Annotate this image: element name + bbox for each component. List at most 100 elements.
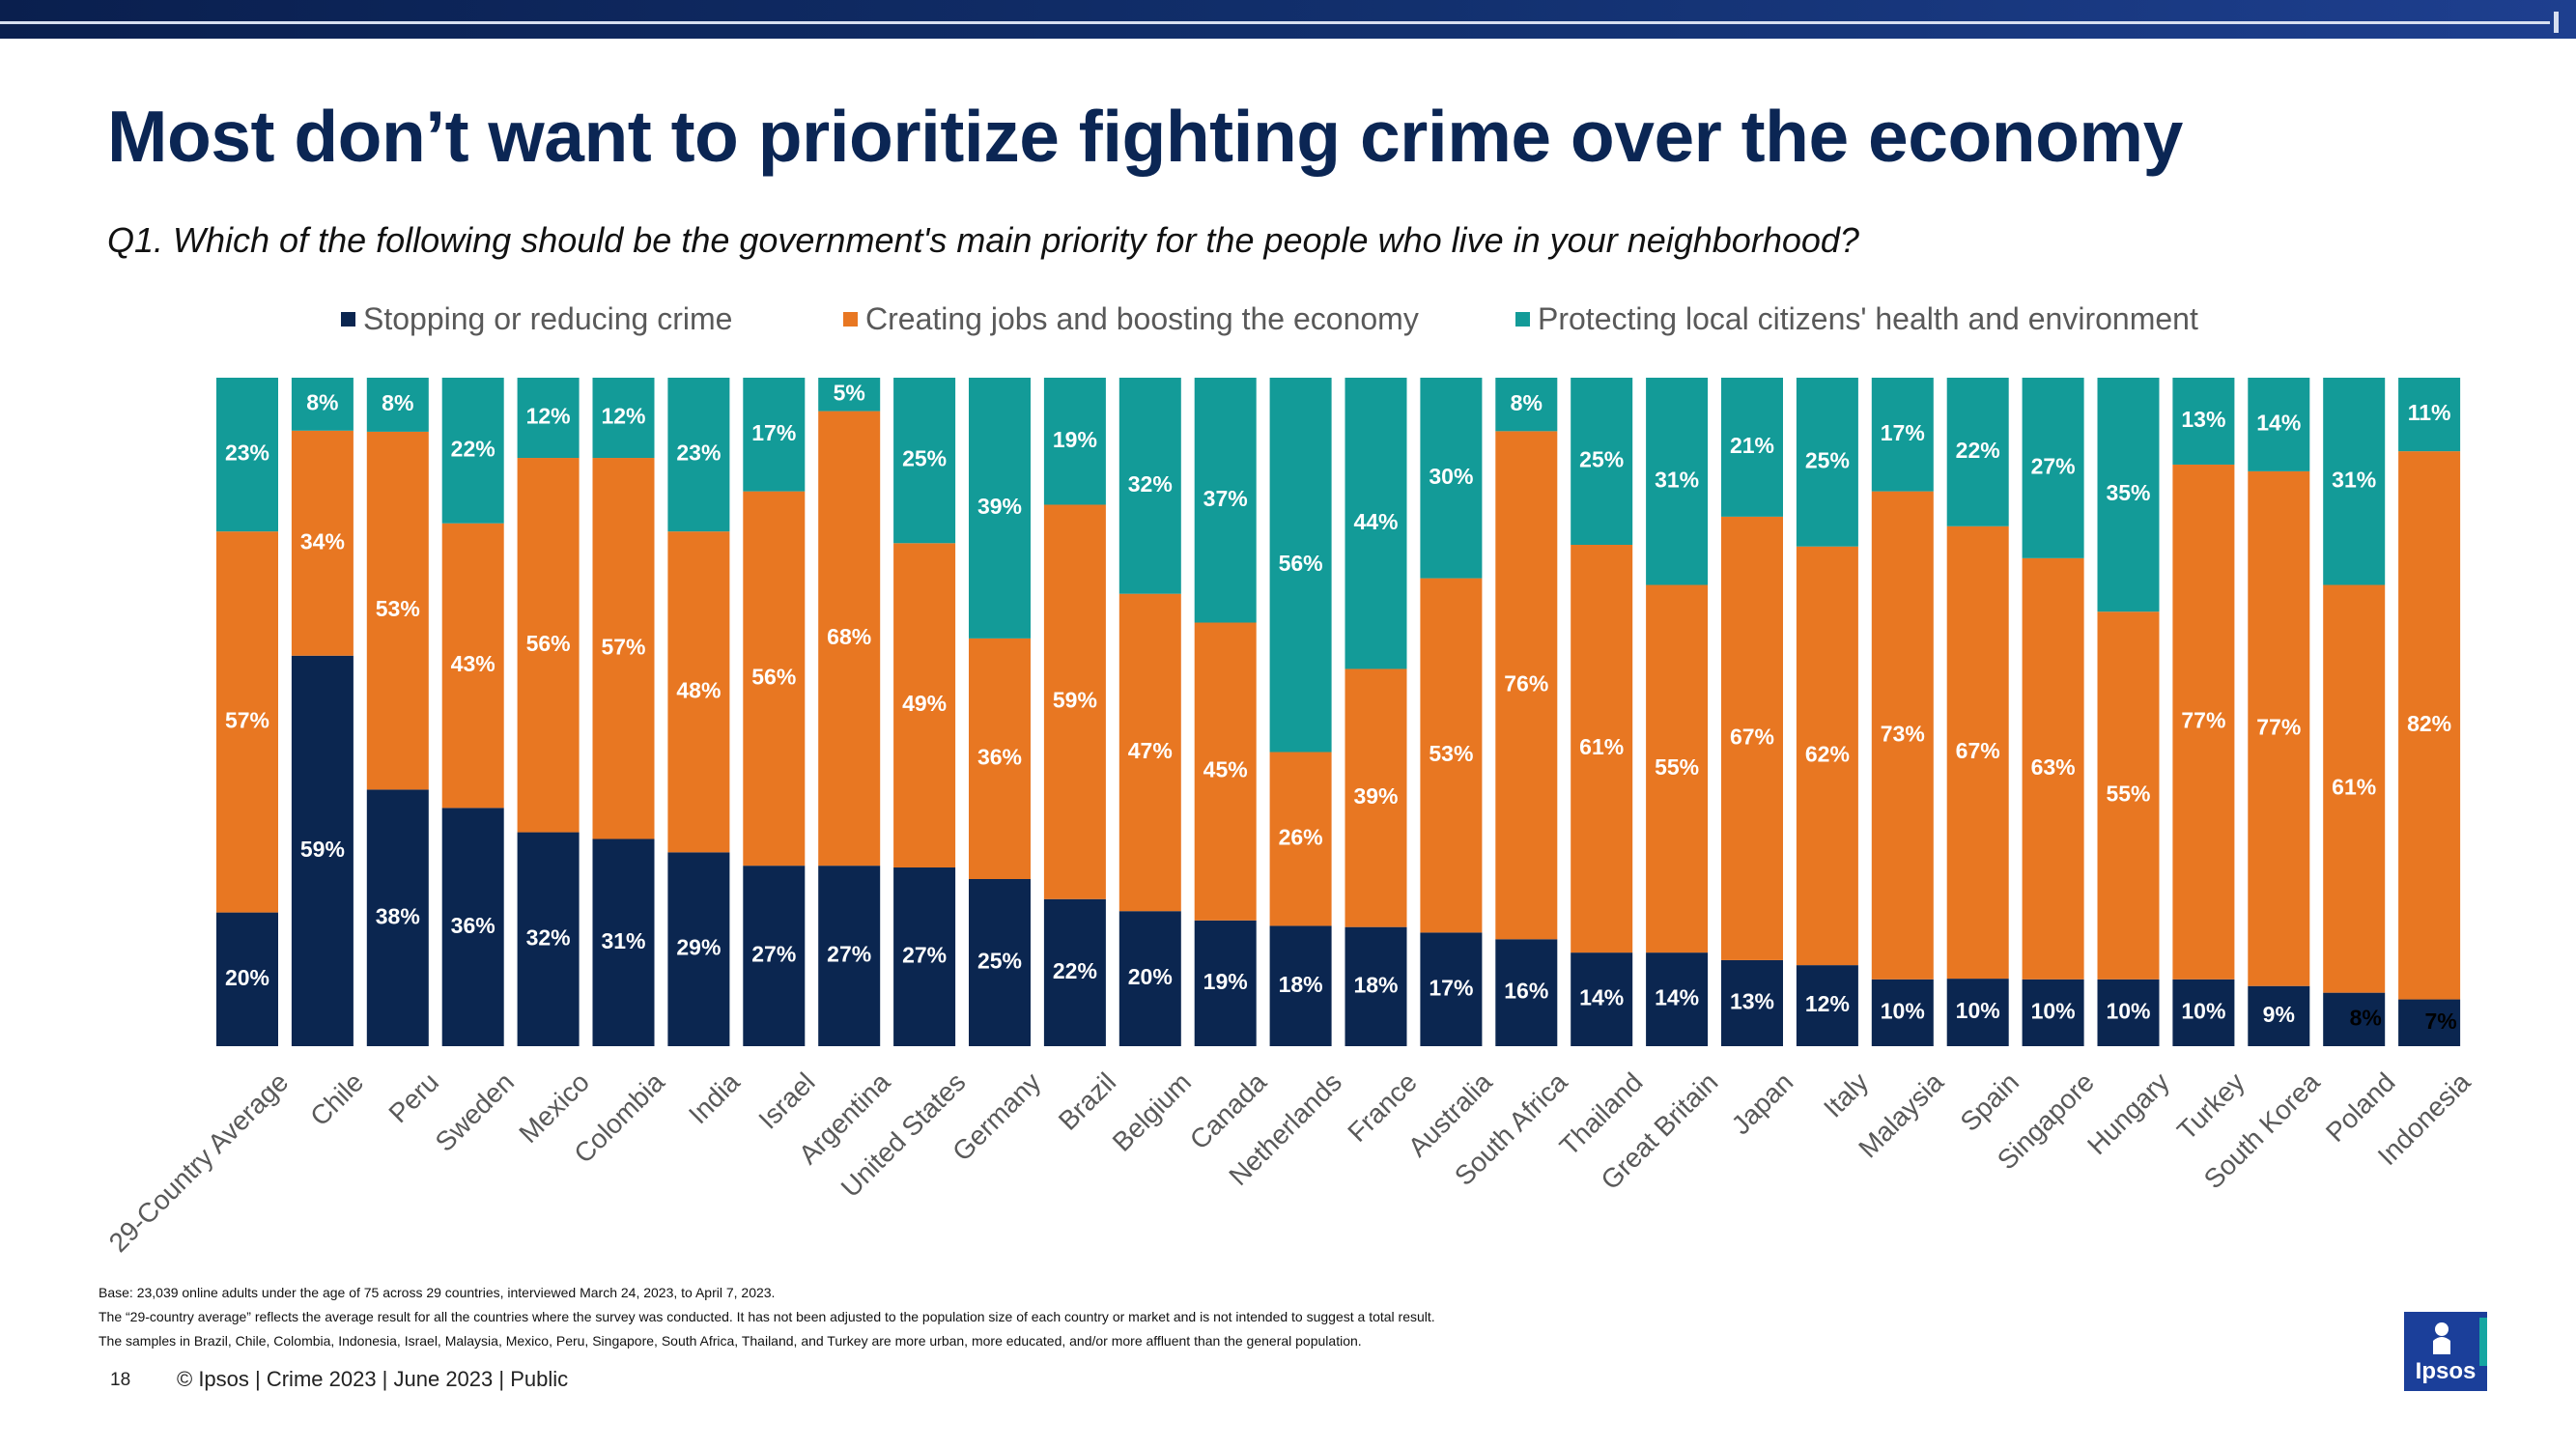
- data-label: 63%: [2031, 754, 2076, 780]
- data-label: 48%: [676, 677, 721, 702]
- data-label: 61%: [1579, 734, 1624, 759]
- footnote-samples: The samples in Brazil, Chile, Colombia, …: [99, 1333, 1362, 1349]
- bar-crime: [366, 789, 429, 1046]
- bar-health: [818, 378, 881, 412]
- bar-economy: [2097, 611, 2160, 980]
- bar-health: [1946, 378, 2009, 526]
- data-label: 39%: [1353, 783, 1398, 809]
- bar-crime: [2097, 979, 2160, 1046]
- bar-crime: [1118, 911, 1181, 1046]
- bar-economy: [441, 523, 504, 809]
- data-label: 77%: [2256, 714, 2301, 739]
- bar-crime: [1420, 932, 1483, 1046]
- data-label: 5%: [834, 380, 865, 405]
- data-label: 23%: [225, 440, 269, 466]
- top-banner-cap: [2554, 12, 2559, 33]
- x-tick-label: Peru: [382, 1066, 444, 1128]
- stacked-bar-chart: 20% 57% 23% 29-Country Average 59% 34% 8% Chile…: [103, 378, 2477, 1258]
- bar-group: 25% 36% 39%: [969, 378, 1031, 1046]
- top-banner-line: [0, 21, 2550, 24]
- data-label: 25%: [977, 949, 1022, 974]
- data-label: 62%: [1805, 742, 1850, 767]
- data-label: 31%: [2332, 467, 2376, 492]
- bar-health: [893, 378, 956, 544]
- bar-economy: [1118, 593, 1181, 912]
- bar-economy: [969, 638, 1031, 879]
- data-label: 56%: [526, 631, 571, 656]
- ipsos-logo-mark-icon: [2433, 1322, 2450, 1354]
- bar-economy: [1043, 504, 1106, 899]
- data-label: 8%: [1511, 390, 1543, 415]
- bar-health: [2172, 378, 2235, 465]
- bar-crime: [2398, 999, 2461, 1046]
- bar-group: 13% 67% 21%: [1721, 378, 1783, 1046]
- bar-economy: [1871, 491, 1934, 980]
- bar-group: 27% 49% 25%: [893, 378, 956, 1046]
- data-label: 56%: [1279, 551, 1323, 576]
- bar-group: 29% 48% 23%: [667, 378, 730, 1046]
- data-label: 27%: [827, 942, 871, 967]
- bar-group: 16% 76% 8%: [1495, 378, 1558, 1046]
- bar-crime: [291, 655, 354, 1046]
- data-label: 7%: [2424, 1009, 2456, 1034]
- data-label: 27%: [902, 943, 947, 968]
- data-label: 57%: [225, 707, 269, 732]
- bar-health: [2323, 378, 2386, 585]
- data-label: 34%: [300, 528, 345, 554]
- data-label: 61%: [2332, 775, 2376, 800]
- bar-economy: [1571, 545, 1633, 953]
- bar-economy: [592, 458, 655, 839]
- bar-economy: [1420, 578, 1483, 933]
- bar-crime: [2248, 985, 2310, 1046]
- data-label: 57%: [601, 634, 645, 659]
- data-label: 32%: [1128, 471, 1173, 497]
- bar-economy: [1721, 516, 1783, 960]
- bar-economy: [818, 411, 881, 867]
- bar-health: [2097, 378, 2160, 612]
- legend-swatch-health: [1515, 312, 1530, 327]
- data-label: 55%: [1655, 754, 1699, 780]
- data-label: 67%: [1730, 724, 1774, 749]
- bar-group: 9% 77% 14%: [2248, 378, 2310, 1046]
- data-label: 21%: [1730, 433, 1774, 458]
- bar-crime: [1796, 965, 1858, 1046]
- x-tick-label: 29-Country Average: [103, 1066, 295, 1258]
- bar-health: [1118, 378, 1181, 594]
- bar-group: 14% 61% 25%: [1571, 378, 1633, 1046]
- data-label: 35%: [2106, 480, 2150, 505]
- data-label: 19%: [1203, 969, 1248, 994]
- data-label: 10%: [2181, 998, 2225, 1023]
- legend-label-economy: Creating jobs and boosting the economy: [865, 301, 1419, 336]
- bar-health: [1194, 378, 1257, 623]
- data-label: 77%: [2181, 707, 2225, 732]
- data-label: 27%: [751, 942, 796, 967]
- x-tick-label: Chile: [304, 1066, 369, 1131]
- legend-item-economy: Creating jobs and boosting the economy: [843, 301, 1419, 337]
- bar-health: [1345, 378, 1407, 669]
- bar-health: [1571, 378, 1633, 545]
- ipsos-logo-text: Ipsos: [2415, 1358, 2477, 1384]
- data-label: 17%: [1881, 420, 1925, 445]
- bar-economy: [1946, 526, 2009, 980]
- bar-health: [441, 378, 504, 524]
- data-label: 36%: [451, 913, 495, 938]
- data-label: 25%: [1579, 447, 1624, 472]
- data-label: 13%: [2181, 407, 2225, 432]
- bar-health: [2248, 378, 2310, 471]
- footnote-average: The “29-country average” reflects the av…: [99, 1309, 1435, 1324]
- data-label: 25%: [1805, 447, 1850, 472]
- data-label: 31%: [601, 928, 645, 953]
- legend-item-crime: Stopping or reducing crime: [341, 301, 732, 337]
- bar-group: 20% 57% 23%: [216, 378, 278, 1046]
- data-label: 44%: [1353, 509, 1398, 534]
- x-tick-label: Brazil: [1053, 1066, 1121, 1135]
- slide-title: Most don’t want to prioritize fighting c…: [107, 96, 2183, 177]
- data-label: 25%: [902, 446, 947, 471]
- bar-group: 38% 53% 8%: [366, 378, 429, 1046]
- bar-economy: [667, 531, 730, 853]
- bar-health: [1269, 378, 1332, 753]
- data-label: 23%: [676, 440, 721, 466]
- legend-label-crime: Stopping or reducing crime: [363, 301, 733, 336]
- bar-group: 14% 55% 31%: [1646, 378, 1709, 1046]
- bar-health: [1495, 378, 1558, 432]
